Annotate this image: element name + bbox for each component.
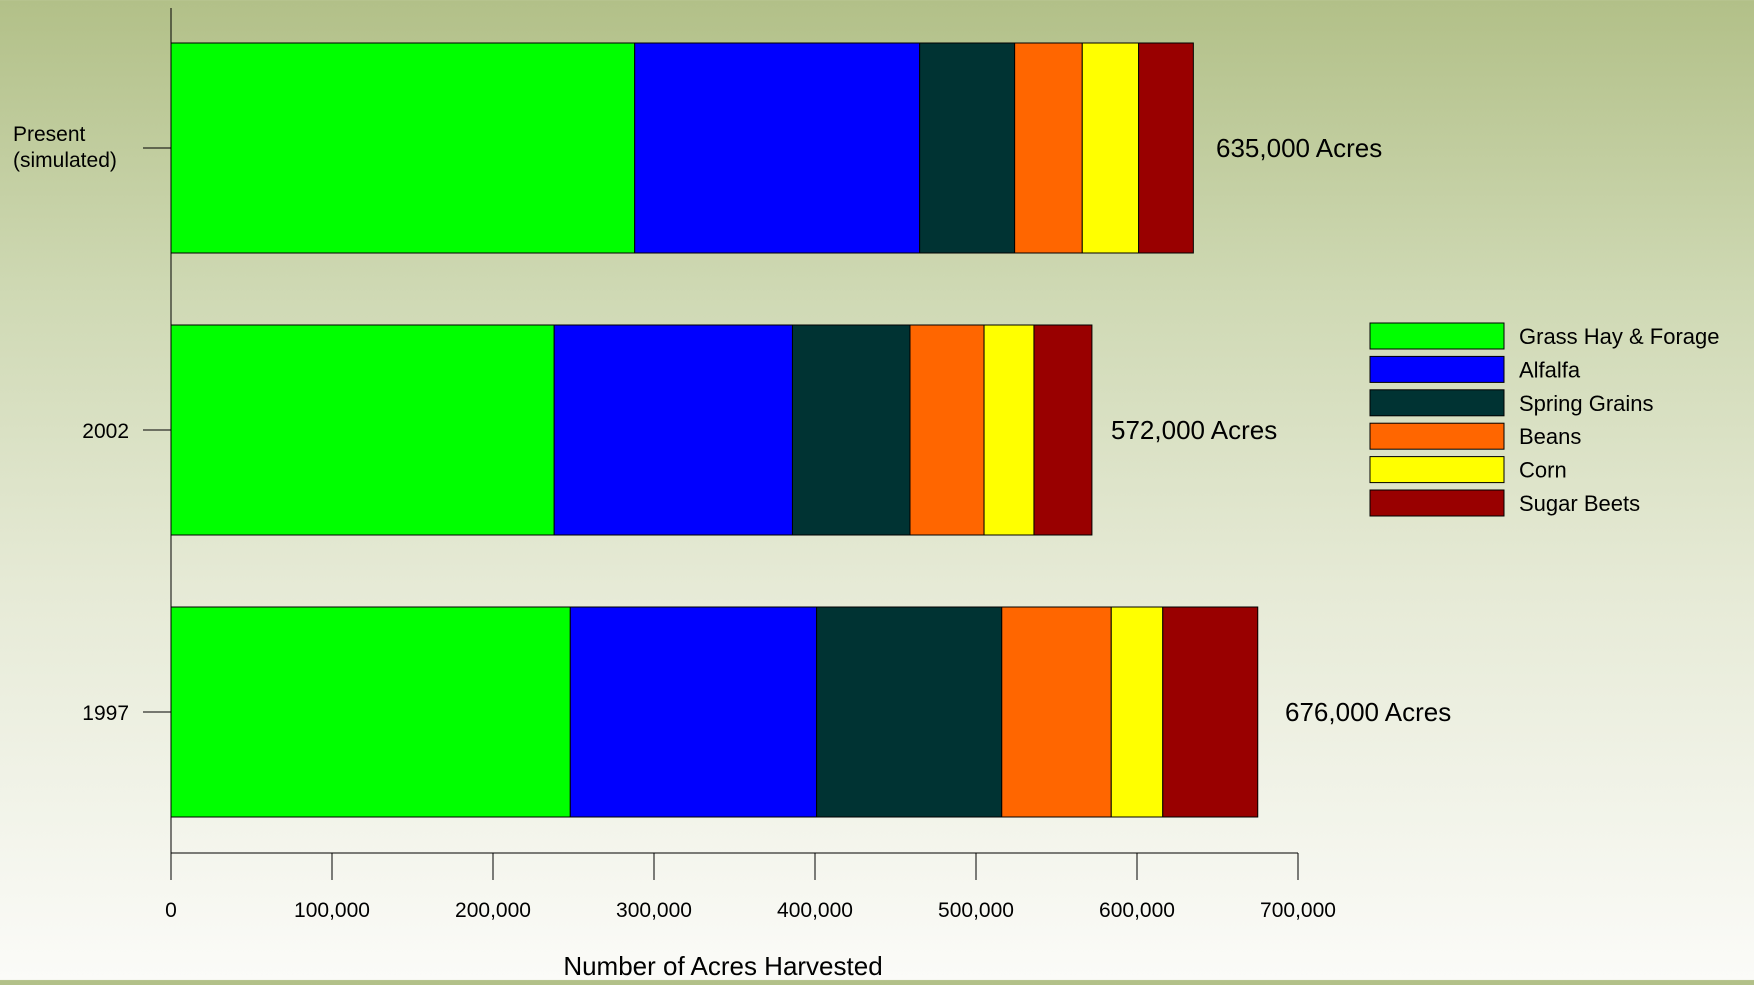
bar-segment	[1110, 606, 1164, 818]
bar-segment	[1138, 42, 1194, 254]
legend-swatch	[1369, 355, 1505, 383]
category-label: 1997	[82, 702, 129, 725]
legend-swatch	[1369, 322, 1505, 350]
bar-segment	[909, 324, 985, 536]
category-label: 2002	[82, 420, 129, 443]
bar-segment	[1001, 606, 1112, 818]
legend-label: Grass Hay & Forage	[1519, 324, 1720, 349]
x-axis-title: Number of Acres Harvested	[563, 951, 882, 980]
bar-segment	[170, 42, 636, 254]
bar-segment	[634, 42, 921, 254]
bar-segment	[569, 606, 818, 818]
x-tick-label: 600,000	[1099, 899, 1175, 922]
x-tick-label: 200,000	[455, 899, 531, 922]
x-tick-label: 0	[165, 899, 177, 922]
legend-label: Alfalfa	[1519, 357, 1581, 382]
bar-segment	[170, 606, 571, 818]
bar-segment	[983, 324, 1035, 536]
bar-total-label: 676,000 Acres	[1285, 697, 1451, 727]
category-label: Present (simulated)	[13, 123, 117, 172]
bar-segment	[1162, 606, 1259, 818]
axes-layer: 0 100,000 200,000 300,000 400,000 500,000 600,…	[143, 8, 1336, 922]
bar-total-label: 635,000 Acres	[1216, 133, 1382, 163]
legend-label: Sugar Beets	[1519, 491, 1640, 516]
bar-total-label: 572,000 Acres	[1111, 415, 1277, 445]
legend-label: Spring Grains	[1519, 391, 1654, 416]
bar-segment	[1014, 42, 1083, 254]
bar-segment	[919, 42, 1016, 254]
bar-segment	[816, 606, 1003, 818]
bar-segment	[1081, 42, 1140, 254]
legend-label: Beans	[1519, 424, 1581, 449]
x-tick-label: 400,000	[777, 899, 853, 922]
bar-segment	[170, 324, 555, 536]
legend-swatch	[1369, 456, 1505, 484]
x-tick-label: 500,000	[938, 899, 1014, 922]
legend-label: Corn	[1519, 458, 1567, 483]
bar-segment	[553, 324, 793, 536]
x-tick-label: 300,000	[616, 899, 692, 922]
legend-swatch	[1369, 389, 1505, 417]
x-tick-label: 100,000	[294, 899, 370, 922]
bar-segment	[1033, 324, 1093, 536]
legend-swatch	[1369, 489, 1505, 517]
x-tick-label: 700,000	[1260, 899, 1336, 922]
labels-layer: 635,000 Acres Present (simulated) 572,000 A…	[13, 123, 1451, 727]
legend-swatch	[1369, 422, 1505, 450]
legend: Grass Hay & Forage Alfalfa Spring Grains Be…	[1369, 322, 1720, 517]
bars-layer	[170, 42, 1259, 818]
bar-segment	[791, 324, 911, 536]
